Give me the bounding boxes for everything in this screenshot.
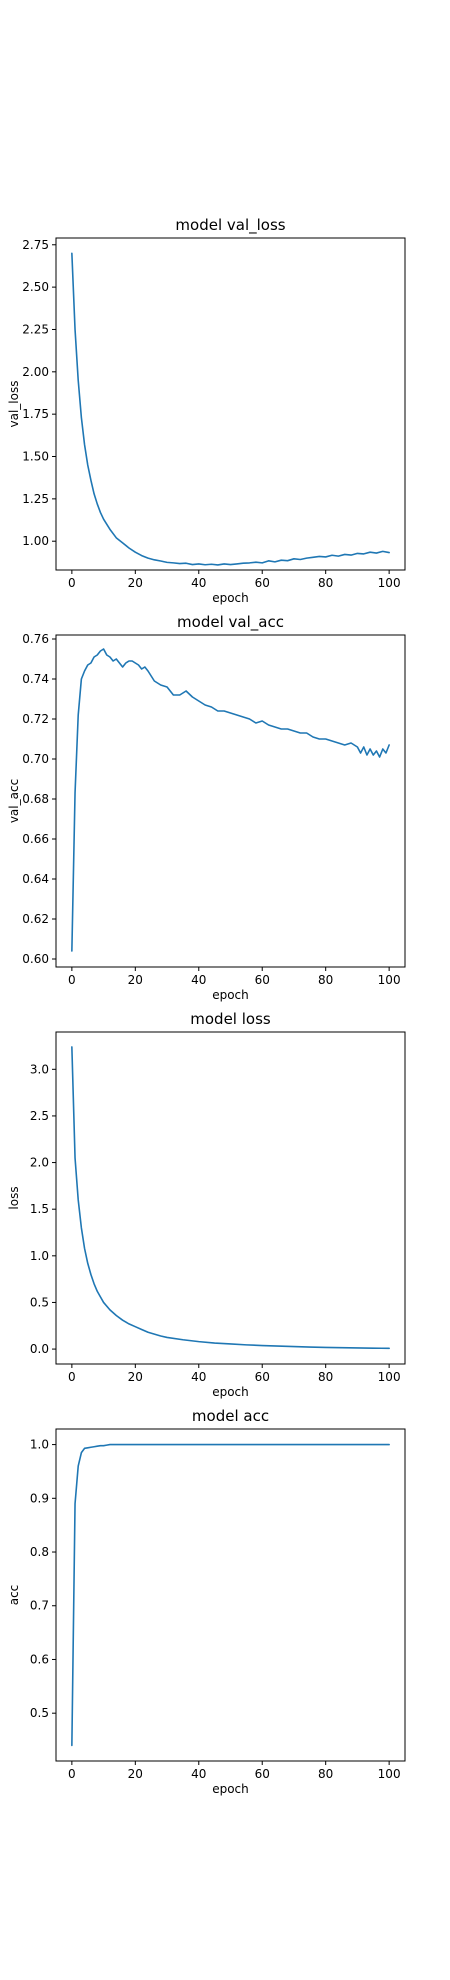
x-tick-label: 60 [255,576,270,590]
y-tick-label: 1.25 [22,492,49,506]
x-tick-label: 40 [191,576,206,590]
y-tick-label: 0.72 [22,712,49,726]
chart-panel-2: model loss 0 20 40 60 80 100 0.0 0.5 1.0 1.5 2.0 2.5… [7,1010,406,1399]
x-tick-label: 0 [68,973,76,987]
x-tick-label: 20 [128,576,143,590]
y-axis-label: acc [7,1585,21,1606]
plot-frame [55,1428,406,1762]
y-tick-label: 1.5 [30,1202,49,1216]
y-tick-label: 0.5 [30,1295,49,1309]
y-tick-label: 1.50 [22,450,49,464]
y-tick-label: 0.62 [22,912,49,926]
y-tick-label: 2.75 [22,238,49,252]
series-line [71,1443,390,1747]
y-axis-label: val_acc [7,779,21,823]
x-tick-label: 20 [128,1370,143,1384]
y-tick-label: 3.0 [30,1062,49,1076]
x-axis-label: epoch [212,988,249,1002]
x-tick-label: 100 [378,1370,401,1384]
y-tick-label: 2.0 [30,1156,49,1170]
y-tick-label: 0.6 [30,1652,49,1666]
plot-frame [55,634,406,968]
y-tick-label: 0.64 [22,872,49,886]
x-axis-label: epoch [212,1385,249,1399]
y-tick-label: 0.74 [22,672,49,686]
x-tick-label: 100 [378,576,401,590]
chart-panel-1: model val_acc 0 20 40 60 80 100 0.60 0.62 0.64 0.6… [7,613,406,1002]
x-tick-label: 60 [255,973,270,987]
y-tick-label: 0.5 [30,1706,49,1720]
y-tick-label: 0.70 [22,752,49,766]
y-tick-label: 0.0 [30,1342,49,1356]
y-axis-label: val_loss [7,381,21,428]
y-tick-label: 0.7 [30,1599,49,1613]
x-tick-label: 40 [191,973,206,987]
x-tick-label: 80 [318,1370,333,1384]
chart-title: model val_acc [177,613,284,632]
y-tick-label: 0.9 [30,1491,49,1505]
x-tick-label: 20 [128,1767,143,1781]
x-tick-label: 60 [255,1370,270,1384]
y-tick-label: 0.8 [30,1545,49,1559]
y-tick-label: 1.75 [22,407,49,421]
series-line [71,252,390,566]
x-tick-label: 80 [318,973,333,987]
x-tick-label: 0 [68,1767,76,1781]
y-tick-label: 2.25 [22,322,49,336]
x-tick-label: 20 [128,973,143,987]
y-axis-label: loss [7,1186,21,1209]
x-tick-label: 0 [68,1370,76,1384]
series-line [71,648,390,952]
y-tick-label: 0.76 [22,632,49,646]
x-tick-label: 100 [378,1767,401,1781]
x-tick-label: 40 [191,1767,206,1781]
chart-title: model acc [192,1407,269,1425]
y-tick-label: 1.0 [30,1438,49,1452]
y-tick-label: 1.0 [30,1249,49,1263]
x-axis-label: epoch [212,591,249,605]
y-tick-label: 0.60 [22,952,49,966]
plot-frame [55,237,406,571]
y-tick-label: 2.50 [22,280,49,294]
chart-panel-3: model acc 0 20 40 60 80 100 0.5 0.6 0.7 0.8 0.9 1.0 e… [7,1407,406,1796]
x-tick-label: 100 [378,973,401,987]
y-tick-label: 0.68 [22,792,49,806]
x-tick-label: 80 [318,576,333,590]
chart-title: model loss [190,1010,271,1028]
y-tick-label: 1.00 [22,534,49,548]
chart-panel-0: model val_loss 0 20 40 60 80 100 1.00 1.25 1.50 1.… [7,216,406,605]
chart-title: model val_loss [175,216,285,235]
x-tick-label: 60 [255,1767,270,1781]
plot-frame [55,1031,406,1365]
x-tick-label: 40 [191,1370,206,1384]
series-line [71,1046,390,1350]
x-tick-label: 0 [68,576,76,590]
x-tick-label: 80 [318,1767,333,1781]
x-axis-label: epoch [212,1782,249,1796]
y-tick-label: 2.00 [22,365,49,379]
y-tick-label: 2.5 [30,1109,49,1123]
y-tick-label: 0.66 [22,832,49,846]
